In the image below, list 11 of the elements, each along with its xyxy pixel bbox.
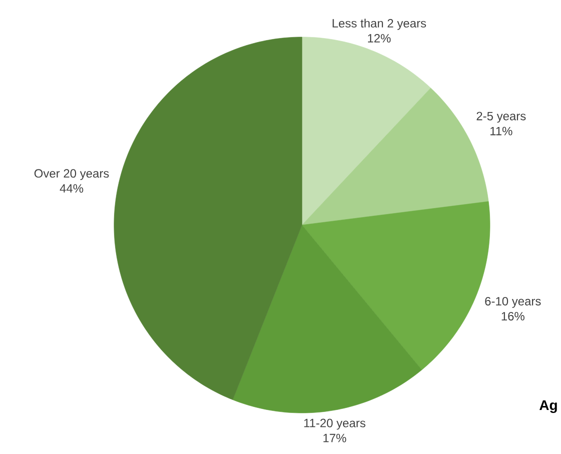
slice-label: 6-10 years (485, 296, 541, 308)
slice-label: 11-20 years (304, 418, 366, 430)
data-label: 44% (60, 184, 84, 193)
slice-label: 2-5 years (476, 112, 526, 123)
slice-label: Less than 2 years (332, 18, 426, 30)
data-label: 12% (368, 34, 391, 42)
data-label: 17% (323, 434, 346, 442)
text: Ag (539, 400, 557, 413)
data-label: 16% (502, 312, 524, 320)
slice-label: Over 20 years (34, 169, 109, 180)
data-label: 11% (490, 126, 512, 136)
